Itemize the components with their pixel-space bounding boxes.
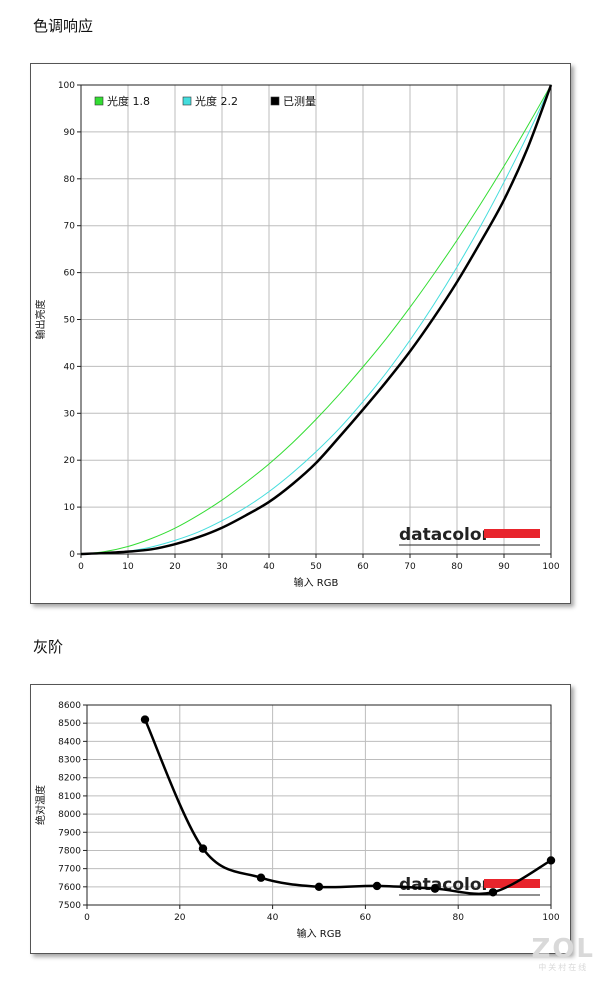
y-tick-label: 30 (64, 409, 76, 419)
y-tick-label: 7600 (58, 883, 81, 893)
x-tick-label: 50 (310, 562, 322, 572)
y-tick-label: 70 (64, 222, 76, 232)
watermark-main: ZOL (531, 934, 595, 964)
grayscale-title: 灰阶 (33, 638, 64, 656)
y-tick-label: 80 (64, 175, 76, 185)
x-tick-label: 0 (84, 913, 90, 923)
y-tick-label: 7900 (58, 828, 81, 838)
data-point (372, 881, 382, 891)
x-tick-label: 20 (174, 913, 186, 923)
series-line-1 (80, 84, 552, 555)
x-axis-label: 输入 RGB (297, 927, 342, 940)
data-point (256, 873, 266, 882)
x-tick-label: 80 (452, 913, 464, 923)
y-tick-label: 20 (64, 456, 76, 466)
y-tick-label: 7800 (58, 846, 81, 856)
y-tick-label: 50 (64, 316, 76, 326)
data-point (546, 856, 556, 865)
x-tick-label: 10 (122, 562, 134, 572)
x-tick-label: 60 (357, 562, 369, 572)
legend-swatch-2 (182, 96, 192, 106)
x-axis-label: 输入 RGB (294, 576, 339, 589)
x-tick-label: 90 (498, 562, 510, 572)
x-tick-label: 100 (542, 913, 559, 923)
datacolor-logo-text: datacolor (399, 525, 491, 545)
x-tick-label: 0 (78, 562, 84, 572)
y-tick-label: 8500 (58, 719, 81, 729)
legend-label-1: 光度 1.8 (107, 94, 150, 108)
plot-border (86, 704, 552, 906)
datacolor-logo-text: datacolor (399, 875, 491, 895)
grayscale-panel: 0 20 40 60 80 100 7500 7600 7700 7800 7900 8000 8100… (30, 684, 571, 954)
series-line-3 (80, 84, 553, 556)
data-point (488, 888, 498, 897)
legend-swatch-3 (270, 96, 280, 106)
watermark-sub: 中关村在线 (538, 963, 589, 972)
legend-label-3: 已测量 (283, 95, 316, 108)
legend-label-2: 光度 2.2 (195, 94, 238, 108)
x-tick-label: 80 (451, 562, 463, 572)
y-tick-label: 8400 (58, 737, 81, 747)
data-point (140, 715, 150, 724)
y-tick-label: 7500 (58, 901, 81, 911)
tone-response-chart: 0 10 20 30 40 50 60 70 80 90 100 0 10 20 30 40 50 60 70 80 9… (34, 81, 560, 589)
y-tick-label: 8300 (58, 756, 81, 766)
x-tick-label: 100 (542, 562, 559, 572)
legend-swatch-1 (94, 96, 104, 106)
y-tick-label: 10 (64, 503, 76, 513)
y-tick-label: 90 (64, 128, 76, 138)
grayscale-chart: 0 20 40 60 80 100 7500 7600 7700 7800 7900 8000 8100… (34, 701, 560, 940)
y-tick-label: 60 (64, 269, 76, 279)
y-tick-label: 8000 (58, 810, 81, 820)
x-tick-label: 30 (216, 562, 228, 572)
tone-response-panel: 0 10 20 30 40 50 60 70 80 90 100 0 10 20 30 40 50 60 70 80 9… (30, 63, 571, 604)
y-tick-label: 8200 (58, 774, 81, 784)
y-tick-label: 40 (64, 362, 76, 372)
x-tick-label: 40 (267, 913, 279, 923)
y-tick-label: 8600 (58, 701, 81, 711)
data-point (430, 884, 440, 893)
x-tick-label: 40 (263, 562, 275, 572)
plot-area (87, 705, 551, 905)
x-tick-label: 70 (404, 562, 416, 572)
series-line-2 (80, 84, 552, 555)
tone-response-title: 色调响应 (33, 17, 94, 35)
y-tick-label: 100 (58, 81, 75, 91)
x-tick-label: 60 (360, 913, 372, 923)
y-tick-label: 7700 (58, 865, 81, 875)
data-point (314, 882, 324, 892)
x-tick-label: 20 (169, 562, 181, 572)
zol-watermark: ZOL 中关村在线 (531, 936, 595, 973)
datacolor-logo-bar (484, 529, 540, 538)
y-axis-label: 输出亮度 (34, 300, 47, 340)
y-tick-label: 0 (69, 550, 75, 560)
y-tick-label: 8100 (58, 792, 81, 802)
y-axis-label: 绝对温度 (34, 785, 47, 825)
data-point (198, 844, 208, 853)
